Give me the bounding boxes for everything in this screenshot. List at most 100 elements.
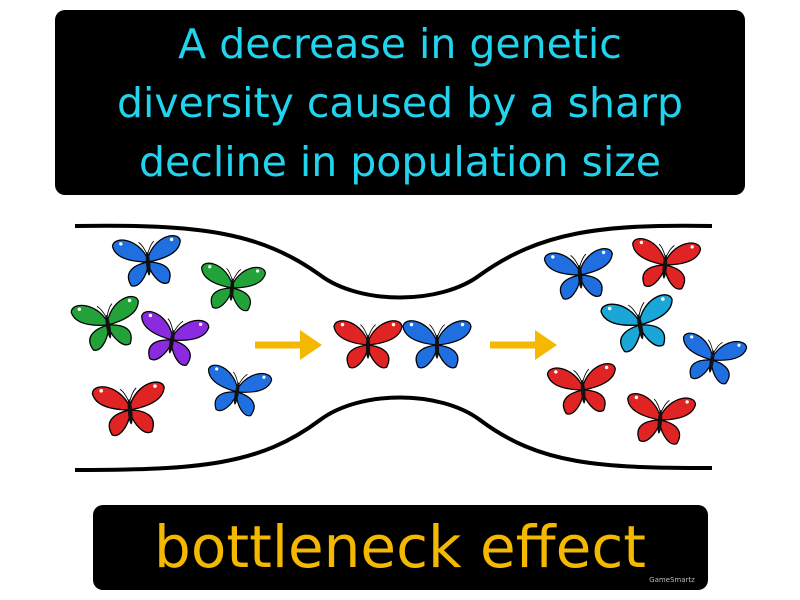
body (105, 314, 112, 339)
lower-wing (620, 324, 642, 353)
upper-wing (632, 238, 666, 266)
wing-spot (148, 313, 153, 318)
wing-spot (690, 245, 694, 249)
bottleneck-top (74, 223, 713, 300)
body (233, 382, 240, 405)
wing-spot (409, 322, 414, 327)
wing-spot (604, 365, 609, 370)
lower-wing (639, 324, 666, 347)
arrow-head (300, 330, 322, 360)
butterfly (70, 295, 139, 351)
wing-spot (690, 335, 694, 339)
wing-spot (340, 322, 345, 327)
wing-spot (99, 389, 104, 393)
lower-wing (689, 359, 713, 380)
lower-wing (559, 274, 581, 300)
wing-spot (77, 307, 82, 312)
lower-wing (107, 324, 132, 346)
lower-wing (108, 409, 131, 437)
butterfly (201, 262, 267, 312)
upper-wing (141, 310, 174, 341)
lower-wing (235, 391, 255, 417)
upper-wing (543, 252, 581, 276)
body (637, 314, 644, 340)
bottleneck-bottom (74, 395, 713, 472)
upper-wing (231, 266, 267, 289)
butterflies (70, 235, 748, 445)
upper-wing (402, 320, 438, 346)
wing-spot (460, 322, 465, 327)
lower-wing (642, 264, 666, 287)
wing-spot (737, 343, 741, 347)
lower-wing (129, 409, 154, 434)
body (145, 251, 151, 276)
definition-line: diversity caused by a sharp (117, 79, 683, 127)
upper-wing (333, 320, 369, 346)
arrow (490, 330, 557, 360)
body (580, 379, 586, 404)
upper-wing (367, 320, 403, 346)
lower-wing (659, 419, 681, 445)
upper-wing (638, 294, 673, 326)
definition-line: A decrease in genetic (178, 20, 622, 68)
body (577, 264, 583, 289)
lower-wing (231, 287, 252, 312)
watermark: GameSmartz (649, 576, 695, 584)
butterfly (111, 235, 181, 287)
upper-wing (627, 393, 661, 421)
butterfly (91, 381, 165, 437)
butterfly (600, 294, 673, 353)
wing-spot (554, 370, 558, 374)
wing-spot (119, 242, 123, 246)
lower-wing (210, 287, 233, 309)
body (168, 329, 175, 354)
upper-wing (546, 367, 584, 391)
body (434, 334, 440, 359)
butterfly (207, 364, 273, 417)
body (657, 409, 663, 434)
lower-wing (436, 344, 459, 369)
lower-wing (562, 389, 584, 415)
upper-wing (201, 262, 233, 289)
wing-spot (391, 322, 396, 327)
wing-spot (153, 384, 157, 388)
arrow (255, 330, 322, 360)
upper-wing (207, 364, 239, 393)
butterfly (543, 248, 613, 300)
wing-spot (255, 269, 260, 273)
wing-spot (661, 297, 665, 301)
butterfly (141, 310, 210, 366)
upper-wing (582, 363, 616, 391)
wing-spot (685, 400, 689, 404)
upper-wing (147, 235, 181, 263)
wing-spot (198, 322, 203, 327)
wing-spot (601, 250, 606, 255)
wing-spot (551, 255, 555, 259)
lower-wing (710, 359, 730, 385)
term-box (93, 505, 708, 590)
lower-wing (367, 344, 390, 369)
upper-wing (106, 295, 139, 326)
lower-wing (415, 344, 438, 369)
butterfly (682, 332, 748, 385)
body (662, 254, 668, 279)
butterfly (402, 320, 472, 369)
lower-wing (637, 419, 661, 442)
lower-wing (147, 261, 171, 284)
lower-wing (214, 391, 238, 412)
arrow-head (535, 330, 557, 360)
lower-wing (127, 261, 149, 287)
upper-wing (111, 239, 149, 263)
lower-wing (346, 344, 369, 369)
definition-box (55, 10, 745, 195)
lower-wing (664, 264, 686, 290)
upper-wing (579, 248, 613, 276)
lower-wing (148, 339, 173, 361)
upper-wing (91, 386, 131, 411)
body (365, 334, 371, 359)
term: bottleneck effect (154, 513, 646, 581)
butterfly (546, 363, 616, 415)
upper-wing (659, 397, 697, 421)
